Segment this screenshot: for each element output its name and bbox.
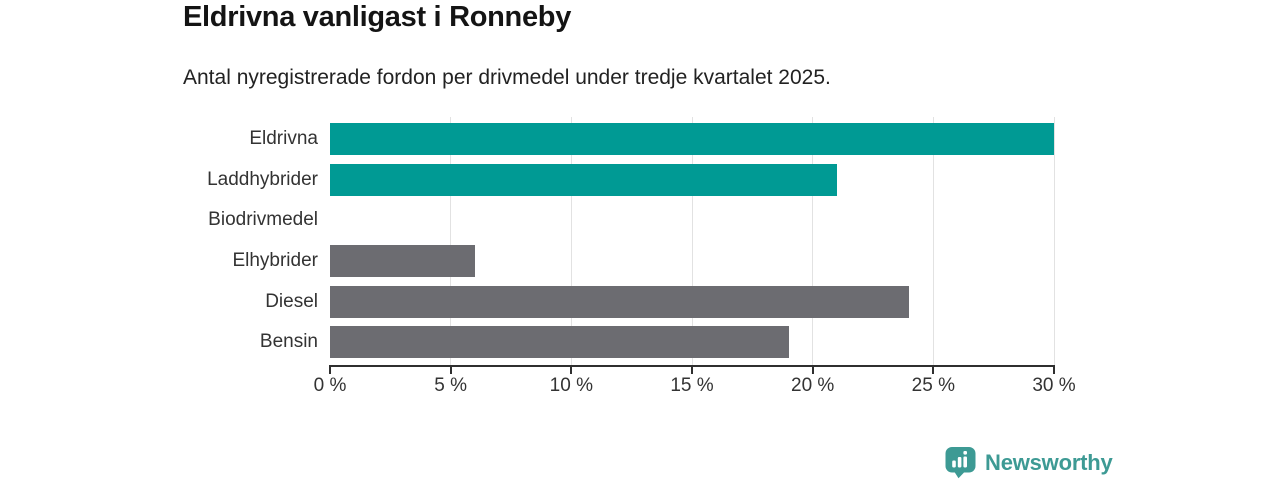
bar-elhybrider <box>330 244 475 277</box>
x-axis-tick-label: 15 % <box>670 375 714 396</box>
bar-laddhybrider <box>330 163 837 196</box>
category-label: Laddhybrider <box>207 168 318 190</box>
x-axis-tick-label: 25 % <box>911 375 955 396</box>
gridline <box>450 117 452 365</box>
category-label: Diesel <box>265 290 318 312</box>
category-label: Biodrivmedel <box>208 209 318 231</box>
category-label: Elhybrider <box>232 249 318 271</box>
x-axis-tick-label: 0 % <box>313 375 347 396</box>
newsworthy-logo-text: Newsworthy <box>985 449 1113 475</box>
gridline <box>932 117 934 365</box>
x-axis-tick-label: 10 % <box>549 375 593 396</box>
gridline <box>691 117 693 365</box>
bar-diesel <box>330 285 910 318</box>
x-axis-tick <box>329 365 331 374</box>
gridline <box>812 117 814 365</box>
newsworthy-logo: Newsworthy <box>944 446 1113 479</box>
bar-chart-pin-icon <box>945 447 976 479</box>
x-axis-tick <box>1053 365 1055 374</box>
gridline <box>570 117 572 365</box>
x-axis-tick <box>570 365 573 374</box>
x-axis-tick-label: 20 % <box>791 375 835 396</box>
x-axis-tick <box>932 365 935 374</box>
category-label: Eldrivna <box>249 128 318 149</box>
chart-title: Eldrivna vanligast i Ronneby <box>183 1 572 33</box>
chart-subtitle: Antal nyregistrerade fordon per drivmede… <box>183 66 831 89</box>
x-axis-tick-label: 5 % <box>434 375 468 396</box>
x-axis-tick <box>811 365 814 374</box>
x-axis-tick-label: 30 % <box>1032 375 1076 396</box>
bar-bensin <box>330 326 789 359</box>
category-label: Bensin <box>259 331 318 353</box>
x-axis-tick <box>449 365 452 374</box>
gridline <box>1053 117 1055 365</box>
x-axis-tick <box>691 365 693 374</box>
bar-eldrivna <box>330 123 1054 155</box>
